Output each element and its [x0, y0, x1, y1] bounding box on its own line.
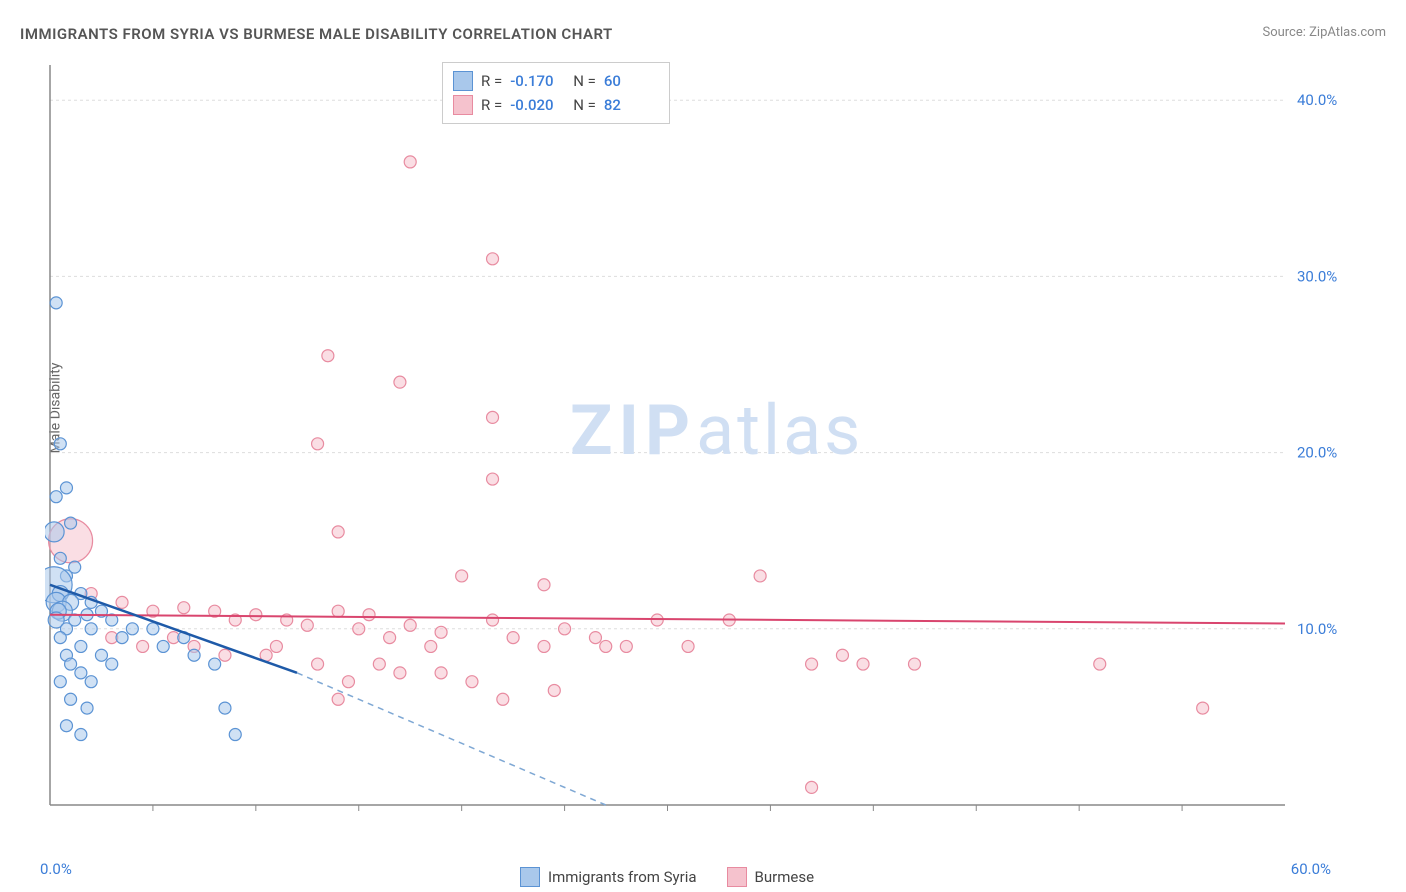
svg-text:40.0%: 40.0% [1297, 91, 1337, 109]
x-axis-min-label: 0.0% [40, 860, 72, 878]
burmese-swatch-icon [727, 867, 747, 887]
svg-text:10.0%: 10.0% [1297, 620, 1337, 638]
syria-swatch-icon [453, 71, 473, 91]
syria-swatch-icon [520, 867, 540, 887]
stats-row-syria: R = -0.170 N = 60 [453, 69, 659, 93]
bottom-legend: Immigrants from Syria Burmese [520, 867, 814, 887]
x-axis-max-label: 60.0% [1291, 860, 1331, 878]
svg-text:20.0%: 20.0% [1297, 444, 1337, 462]
source-attribution: Source: ZipAtlas.com [1262, 25, 1386, 40]
stats-legend-box: R = -0.170 N = 60 R = -0.020 N = 82 [442, 62, 670, 124]
scatter-chart: 10.0% 20.0% 30.0% 40.0% [45, 60, 1345, 820]
chart-title: IMMIGRANTS FROM SYRIA VS BURMESE MALE DI… [20, 25, 613, 43]
legend-burmese: Burmese [727, 867, 815, 887]
burmese-swatch-icon [453, 95, 473, 115]
svg-text:30.0%: 30.0% [1297, 267, 1337, 285]
stats-row-burmese: R = -0.020 N = 82 [453, 93, 659, 117]
legend-syria: Immigrants from Syria [520, 867, 697, 887]
